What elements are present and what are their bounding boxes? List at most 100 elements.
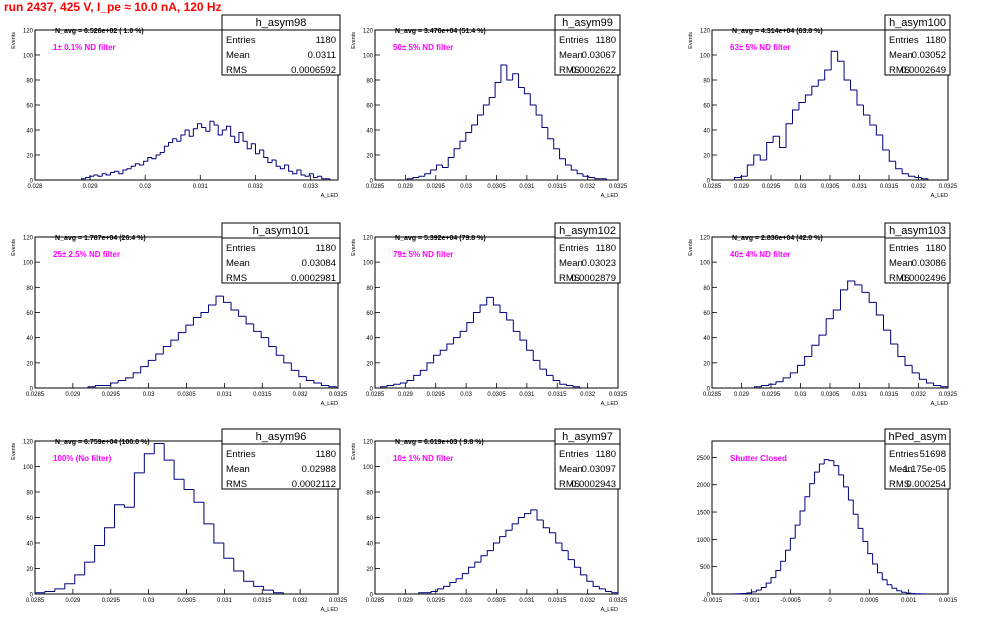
histogram-bin: [441, 165, 449, 168]
histogram-bin: [825, 318, 834, 336]
histogram-bin: [818, 334, 827, 346]
stat-label: Entries: [889, 243, 919, 254]
histogram-bin: [143, 453, 155, 473]
x-tick-label: 0.032: [248, 184, 264, 190]
histogram-bin: [529, 93, 537, 106]
x-tick-label: 0.0305: [177, 392, 196, 398]
histogram-bin: [553, 138, 560, 150]
stats-box: [221, 428, 341, 490]
histogram-bin: [242, 132, 248, 142]
histogram-bin: [796, 364, 805, 373]
histogram-bin: [130, 165, 136, 169]
histogram-bin: [479, 304, 487, 313]
histogram-bin: [147, 157, 152, 162]
x-tick-label: 0.032: [580, 598, 596, 604]
y-tick-label: 20: [703, 361, 710, 367]
histogram-bin: [477, 114, 484, 125]
histogram-bin: [296, 169, 302, 174]
x-tick-label: 0.0325: [939, 184, 958, 190]
x-tick-label: 0.0295: [102, 392, 121, 398]
stat-value: 1180: [316, 243, 336, 254]
histogram-bin: [184, 129, 190, 135]
histogram-bin: [785, 549, 791, 562]
histogram-bin: [867, 541, 873, 555]
y-tick-label: 0: [30, 387, 34, 393]
x-tick-label: 0.029: [83, 184, 99, 190]
x-tick-label: 0.0325: [329, 598, 348, 604]
filter-label: 10± 1% ND filter: [393, 454, 453, 463]
histogram-bin: [517, 517, 525, 524]
navg-label: N_avg = 1.787e+04 (26.4 %): [55, 235, 146, 242]
histogram-bin: [170, 339, 179, 347]
histogram-bin: [494, 82, 501, 98]
stat-label: Mean: [559, 258, 583, 269]
histogram-bin: [828, 459, 834, 462]
x-tick-label: 0.0315: [548, 598, 567, 604]
histogram-bin: [480, 555, 488, 563]
histogram-bin: [379, 386, 388, 388]
x-tick-label: 0.031: [852, 184, 868, 190]
histogram-bin: [453, 337, 461, 344]
histogram-bin: [896, 588, 902, 592]
x-tick-label: 0.031: [519, 184, 535, 190]
x-tick-label: 0.0325: [329, 392, 348, 398]
y-tick-label: 100: [363, 261, 374, 267]
histogram-bin: [213, 121, 219, 126]
histogram-bin: [200, 312, 209, 318]
y-tick-label: 0: [30, 179, 34, 185]
histogram-bin: [911, 365, 920, 374]
histogram-bin: [740, 175, 748, 178]
histogram-bin: [541, 115, 548, 128]
stat-value: 0.03067: [582, 50, 616, 61]
stat-label: Entries: [226, 35, 256, 46]
histogram-bin: [559, 380, 567, 385]
histogram-bin: [424, 173, 431, 177]
histogram-name: h_asym97: [562, 431, 613, 443]
x-tick-label: 0.0295: [427, 392, 446, 398]
x-tick-label: 0.032: [911, 184, 927, 190]
histogram-bin: [733, 177, 741, 180]
histogram-name: h_asym103: [889, 225, 946, 237]
histogram-bin: [564, 158, 572, 166]
histogram-name: hPed_asym: [888, 431, 946, 443]
stat-label: Entries: [226, 449, 256, 460]
histogram-name: h_asym101: [253, 225, 310, 237]
histogram-bin: [203, 502, 214, 525]
x-tick-label: 0.0285: [26, 392, 45, 398]
x-axis-label: A_LED: [321, 401, 338, 407]
histogram-bin: [804, 94, 812, 103]
histogram-bin: [110, 172, 115, 175]
histogram-bin: [598, 586, 606, 590]
histogram-bin: [64, 583, 75, 589]
x-tick-label: 0.0305: [177, 598, 196, 604]
navg-label: N_avg = 3.476e+04 (51.4 %): [395, 28, 486, 35]
histogram-bin: [785, 123, 793, 148]
stat-value: 0.0002981: [291, 273, 336, 284]
histogram-bin: [118, 171, 123, 175]
filter-label: Shutter Closed: [730, 454, 787, 463]
histogram-bin: [180, 134, 186, 142]
y-axis-label: Events: [351, 32, 357, 49]
histogram-bin: [275, 346, 284, 356]
histogram-bin: [114, 170, 119, 173]
y-tick-label: 40: [366, 129, 373, 135]
histogram-bin: [908, 173, 916, 177]
histogram-bin: [292, 171, 297, 175]
histogram-bin: [430, 590, 438, 593]
histogram-bin: [155, 353, 164, 361]
x-tick-label: 0.0295: [427, 598, 446, 604]
x-tick-label: 0.0325: [939, 392, 958, 398]
histogram-bin: [488, 97, 496, 105]
histogram-bin: [570, 165, 578, 171]
histogram-bin: [260, 331, 269, 339]
histogram-bin: [126, 168, 132, 170]
histogram-bin: [446, 343, 454, 351]
histogram-bin: [847, 280, 855, 290]
histogram-bin: [185, 324, 194, 333]
y-tick-label: 20: [26, 567, 33, 573]
histogram-bin: [139, 163, 144, 166]
histogram-bin: [506, 312, 514, 321]
y-tick-label: 60: [26, 311, 33, 317]
histogram-bin: [586, 574, 594, 582]
histogram-bin: [192, 128, 198, 137]
